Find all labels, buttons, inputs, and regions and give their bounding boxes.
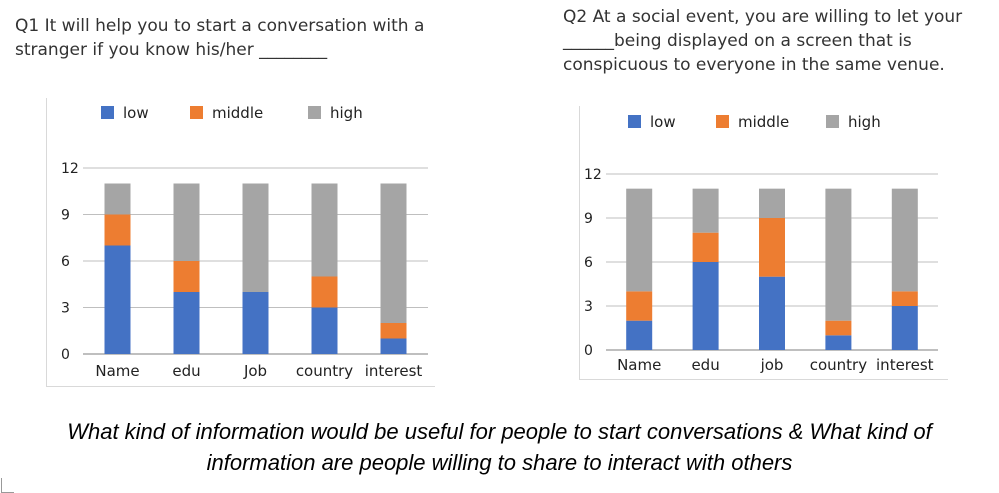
y-tick-label: 9: [61, 208, 70, 224]
bar-low-Name: [104, 245, 131, 354]
legend-label-middle: middle: [738, 113, 789, 131]
y-tick-label: 0: [61, 347, 70, 363]
legend-label-middle: middle: [212, 104, 263, 122]
bar-low-country: [825, 335, 852, 350]
bar-middle-edu: [173, 261, 200, 292]
bar-middle-interest: [891, 291, 918, 306]
y-tick-label: 6: [584, 255, 593, 271]
x-tick-label: Name: [95, 362, 139, 380]
bar-low-interest: [891, 306, 918, 350]
bar-high-edu: [173, 183, 200, 261]
bar-high-country: [311, 183, 338, 277]
legend-swatch-middle: [190, 106, 203, 119]
bar-middle-country: [311, 276, 338, 308]
bar-middle-Name: [626, 291, 653, 321]
caption: What kind of information would be useful…: [0, 416, 999, 493]
question-1-text: Q1 It will help you to start a conversat…: [15, 16, 425, 60]
bar-low-Name: [626, 320, 653, 350]
legend-swatch-high: [826, 115, 839, 128]
caption-line-2-text: information are people willing to share …: [206, 450, 793, 475]
y-tick-label: 0: [584, 343, 593, 359]
x-tick-label: country: [296, 362, 353, 380]
x-tick-label: interest: [876, 356, 934, 374]
legend-label-low: low: [650, 113, 676, 131]
bar-middle-country: [825, 320, 852, 336]
y-tick-label: 3: [61, 301, 70, 317]
legend-swatch-middle: [716, 115, 729, 128]
legend-label-high: high: [848, 113, 881, 131]
bar-high-country: [825, 188, 852, 321]
legend-swatch-low: [101, 106, 114, 119]
legend-label-high: high: [330, 104, 363, 122]
bar-low-interest: [380, 338, 407, 354]
bar-low-job: [759, 276, 785, 350]
bar-middle-edu: [692, 232, 719, 262]
y-tick-label: 3: [584, 299, 593, 315]
x-tick-label: edu: [691, 356, 719, 374]
bar-low-Job: [242, 292, 269, 354]
bar-high-edu: [692, 188, 719, 233]
bar-middle-job: [759, 218, 785, 277]
bar-middle-interest: [380, 323, 407, 339]
text-cursor-icon: [1, 478, 14, 493]
x-tick-label: Job: [243, 362, 267, 380]
y-tick-label: 12: [61, 161, 79, 177]
chart-q2: low middle high 0 3 6 9 12 Name edu job country inte…: [579, 106, 948, 380]
y-tick-label: 12: [584, 167, 602, 183]
bar-middle-Name: [104, 214, 131, 246]
x-tick-label: Name: [617, 356, 661, 374]
bar-high-Name: [626, 188, 653, 292]
caption-line-2: information are people willing to share …: [0, 447, 999, 493]
bar-low-country: [311, 307, 338, 354]
bar-high-interest: [380, 183, 407, 323]
bar-high-job: [759, 188, 785, 218]
bar-low-edu: [173, 292, 200, 354]
x-tick-label: interest: [365, 362, 423, 380]
x-tick-label: edu: [172, 362, 200, 380]
question-2-text: Q2 At a social event, you are willing to…: [563, 7, 963, 75]
chart-q1: low middle high 0 3 6 9 12 Name edu Job country inte…: [46, 98, 435, 387]
bar-low-edu: [692, 262, 719, 350]
legend-swatch-high: [308, 106, 321, 119]
x-tick-label: country: [810, 356, 867, 374]
y-tick-label: 9: [584, 211, 593, 227]
x-tick-label: job: [760, 356, 784, 374]
bar-high-Job: [242, 183, 269, 292]
y-tick-label: 6: [61, 254, 70, 270]
bar-high-Name: [104, 183, 131, 215]
legend-label-low: low: [123, 104, 149, 122]
caption-line-1: What kind of information would be useful…: [67, 419, 932, 444]
bar-high-interest: [891, 188, 918, 292]
legend-swatch-low: [628, 115, 641, 128]
